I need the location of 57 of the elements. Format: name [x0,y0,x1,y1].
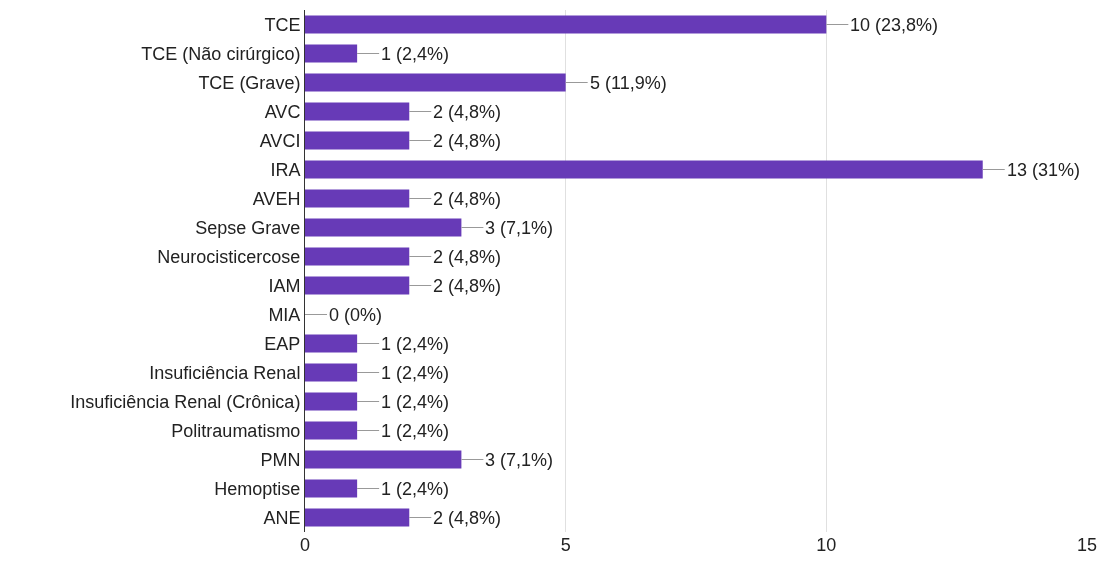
x-tick-label: 5 [560,535,571,555]
data-label: 2 (4,8%) [433,276,502,296]
y-tick-label: MIA [268,304,301,325]
y-tick-label: IAM [268,275,301,296]
data-label: 2 (4,8%) [433,189,502,209]
bar [305,15,827,34]
y-tick-label: Hemoptise [214,478,301,499]
data-label: 1 (2,4%) [381,363,450,383]
data-label: 3 (7,1%) [485,450,554,470]
bar [305,479,358,498]
y-tick-label: Neurocisticercose [157,246,301,267]
y-tick-label: TCE (Não cirúrgico) [141,43,301,64]
y-tick-label: AVC [264,101,301,122]
bar [305,131,410,150]
bar [305,102,410,121]
data-label: 2 (4,8%) [433,102,502,122]
bar [305,44,358,63]
y-tick-label: EAP [264,333,301,354]
data-label: 5 (11,9%) [590,73,667,93]
data-label: 3 (7,1%) [485,218,554,238]
bar [305,218,462,237]
y-tick-label: IRA [270,159,301,180]
data-label: 2 (4,8%) [433,131,502,151]
data-label: 1 (2,4%) [381,44,450,64]
bar [305,189,410,208]
x-tick-label: 0 [299,535,311,555]
data-label: 1 (2,4%) [381,479,450,499]
y-tick-label: AVCI [259,130,301,151]
data-label: 13 (31%) [1007,160,1081,180]
bar [305,334,358,353]
bar [305,450,462,469]
x-tick-label: 10 [816,535,837,555]
y-tick-label: TCE [264,14,301,35]
y-tick-label: Insuficiência Renal [149,362,301,383]
bar [305,276,410,295]
data-label: 1 (2,4%) [381,421,450,441]
bar [305,508,410,527]
y-tick-label: AVEH [252,188,301,209]
y-tick-label: TCE (Grave) [198,72,301,93]
bar [305,363,358,382]
data-label: 1 (2,4%) [381,392,450,412]
y-tick-label: Insuficiência Renal (Crônica) [70,391,301,412]
y-tick-label: ANE [263,507,301,528]
data-label: 2 (4,8%) [433,247,502,267]
data-label: 0 (0%) [329,305,383,325]
bar [305,247,410,266]
data-label: 10 (23,8%) [850,15,939,35]
bar [305,392,358,411]
y-tick-label: Sepse Grave [195,217,301,238]
data-label: 1 (2,4%) [381,334,450,354]
bar [305,160,983,179]
bar [305,73,566,92]
y-tick-label: Politraumatismo [171,420,301,441]
x-tick-label: 15 [1076,535,1098,555]
data-label: 2 (4,8%) [433,508,502,528]
y-tick-label: PMN [260,449,301,470]
bar [305,421,358,440]
